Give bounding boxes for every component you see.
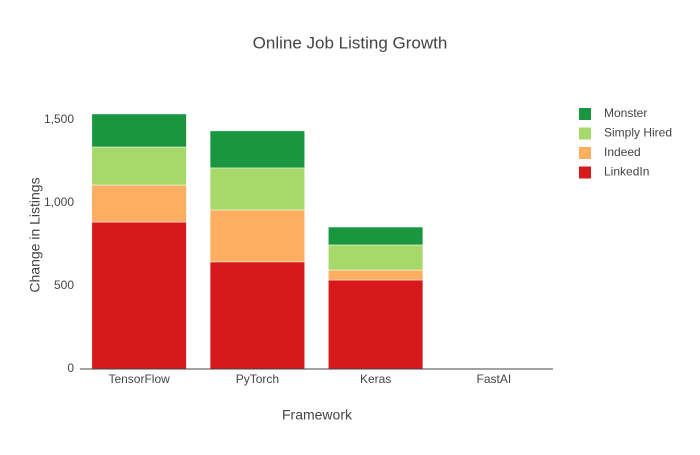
x-tick-label: PyTorch <box>236 372 279 386</box>
bar-segment <box>209 209 305 263</box>
legend-swatch <box>579 108 591 120</box>
bar-segment <box>91 146 187 186</box>
bar-segment <box>91 221 187 370</box>
y-axis-title: Change in Listings <box>27 177 43 292</box>
bar-segment <box>209 167 305 211</box>
bar-segment <box>328 244 424 271</box>
legend-label: Indeed <box>604 145 641 159</box>
legend-swatch <box>579 127 591 140</box>
y-tick-label: 0 <box>67 361 74 375</box>
x-tick-label: FastAI <box>477 372 512 386</box>
bar-segment <box>328 279 424 370</box>
legend-label: Monster <box>604 106 647 120</box>
bar-segment <box>209 261 305 370</box>
bar-segment <box>209 130 305 169</box>
bar-segment <box>91 184 187 223</box>
y-tick-label: 500 <box>54 278 74 292</box>
bar-segment <box>91 113 187 148</box>
legend-swatch <box>579 147 591 159</box>
x-tick-label: Keras <box>360 372 391 386</box>
y-tick-label: 1,000 <box>44 195 74 209</box>
legend-swatch <box>579 166 591 179</box>
chart-title: Online Job Listing Growth <box>253 33 448 52</box>
bar-segment <box>328 269 424 281</box>
y-tick-label: 1,500 <box>44 112 74 126</box>
legend-label: LinkedIn <box>604 165 649 179</box>
bar-segment <box>328 226 424 246</box>
x-axis-title: Framework <box>282 407 353 423</box>
x-tick-label: TensorFlow <box>108 372 170 386</box>
legend-label: Simply Hired <box>604 126 672 140</box>
